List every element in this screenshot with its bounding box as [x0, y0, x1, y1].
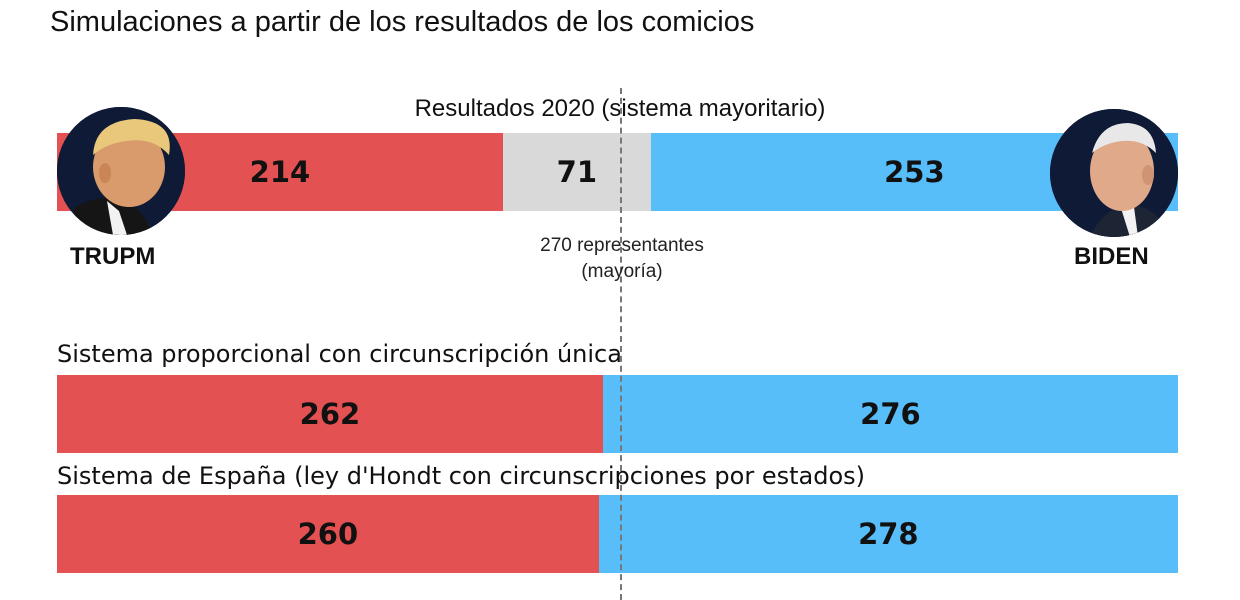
trump-portrait-icon — [57, 107, 185, 235]
bar-segment-undecided — [502, 133, 651, 211]
bar-row-proportional: 262 276 — [57, 375, 1178, 453]
candidate-name-trump: TRUPM — [70, 243, 156, 270]
data-label-biden: 278 — [858, 517, 919, 551]
chart-title: Simulaciones a partir de los resultados … — [50, 6, 755, 38]
row-label-spain: Sistema de España (ley d'Hondt con circu… — [57, 462, 866, 490]
majority-label-line2: (mayoría) — [581, 261, 663, 282]
majority-label-line1: 270 representantes — [540, 235, 704, 256]
data-label-biden: 276 — [860, 397, 921, 431]
bar-segment-biden — [602, 375, 1178, 453]
candidate-name-biden: BIDEN — [1074, 243, 1149, 270]
data-label-trump: 262 — [299, 397, 361, 431]
biden-portrait-icon — [1050, 109, 1178, 237]
bar-row-2020: 214 71 253 — [57, 133, 1178, 211]
bar-row-spain: 260 278 — [57, 495, 1178, 573]
data-label-undecided: 71 — [556, 155, 598, 189]
majority-line — [619, 88, 622, 600]
data-label-trump: 260 — [297, 517, 359, 551]
bar-segment-trump — [57, 495, 599, 573]
majority-label: 270 representantes (mayoría) — [522, 233, 722, 285]
bar-segment-trump — [57, 375, 603, 453]
data-label-biden: 253 — [884, 155, 945, 189]
row-label-proportional: Sistema proporcional con circunscripción… — [57, 340, 622, 368]
data-label-trump: 214 — [249, 155, 311, 189]
bar-segment-biden — [598, 495, 1178, 573]
